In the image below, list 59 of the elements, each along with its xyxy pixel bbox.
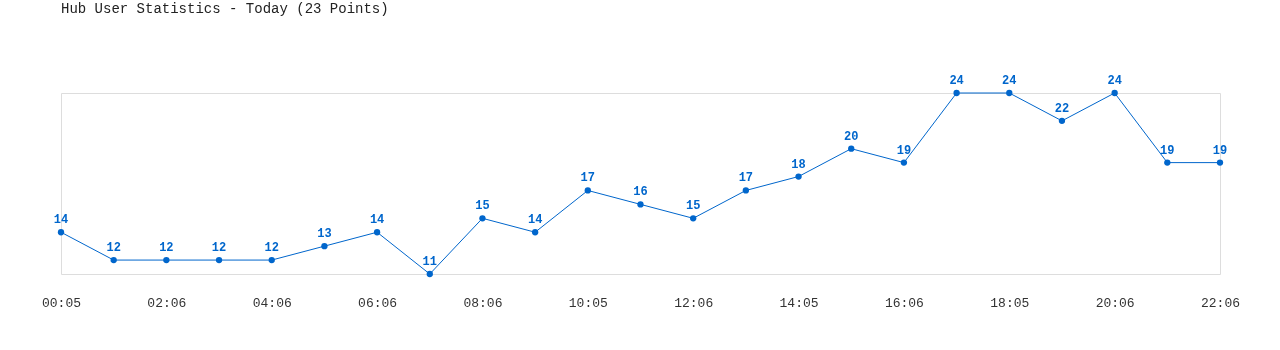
point — [163, 256, 170, 264]
data-label: 12 — [159, 241, 174, 256]
data-label: 17 — [738, 171, 754, 186]
data-label: 18 — [791, 157, 806, 172]
data-label: 14 — [369, 213, 385, 228]
chart-title: Hub User Statistics - Today (23 Points) — [61, 1, 389, 17]
x-tick-label: 00:05 — [41, 295, 82, 311]
data-label: 15 — [685, 199, 701, 214]
point — [215, 256, 223, 264]
point — [1111, 89, 1118, 97]
point — [848, 145, 855, 152]
x-tick-label: 12:06 — [674, 295, 714, 311]
x-tick-label: 14:05 — [779, 295, 819, 311]
data-label: 14 — [53, 213, 69, 228]
point — [57, 229, 65, 236]
x-tick-label: 08:06 — [463, 295, 503, 311]
data-label: 24 — [1107, 74, 1122, 88]
data-label: 19 — [1212, 143, 1228, 158]
point — [742, 187, 750, 194]
point — [373, 229, 381, 236]
data-label: 24 — [949, 74, 964, 88]
point — [637, 201, 644, 208]
data-label: 13 — [317, 227, 332, 242]
point — [690, 215, 697, 222]
data-label: 20 — [844, 129, 859, 144]
data-label: 12 — [106, 241, 121, 256]
point — [953, 89, 960, 97]
point — [900, 159, 908, 166]
data-label: 15 — [475, 199, 490, 214]
x-tick-label: 02:06 — [147, 295, 187, 311]
point — [531, 229, 539, 236]
data-label: 14 — [527, 213, 543, 228]
x-tick-label: 22:06 — [1200, 295, 1241, 311]
point — [110, 256, 117, 264]
x-tick-label: 06:06 — [358, 295, 398, 311]
data-label: 11 — [422, 255, 437, 269]
x-tick-label: 16:06 — [884, 295, 924, 311]
point — [268, 256, 275, 264]
data-label: 16 — [633, 185, 648, 200]
x-tick-label: 04:06 — [252, 295, 292, 311]
x-tick-label: 20:06 — [1095, 295, 1135, 311]
point — [584, 187, 591, 194]
x-tick-label: 18:05 — [990, 295, 1030, 311]
x-tick-label: 10:05 — [568, 295, 608, 311]
point — [1164, 159, 1171, 166]
point — [1216, 159, 1224, 166]
data-label: 12 — [211, 241, 227, 256]
data-label: 19 — [896, 143, 912, 158]
point — [321, 243, 328, 250]
point — [1058, 117, 1066, 124]
data-label: 22 — [1054, 101, 1070, 116]
point — [1006, 89, 1013, 97]
point — [479, 215, 486, 222]
data-label: 19 — [1160, 143, 1175, 158]
data-label: 12 — [264, 241, 279, 256]
point — [795, 173, 802, 180]
data-label: 17 — [580, 171, 596, 186]
data-label: 24 — [1002, 74, 1017, 88]
point — [426, 270, 433, 278]
